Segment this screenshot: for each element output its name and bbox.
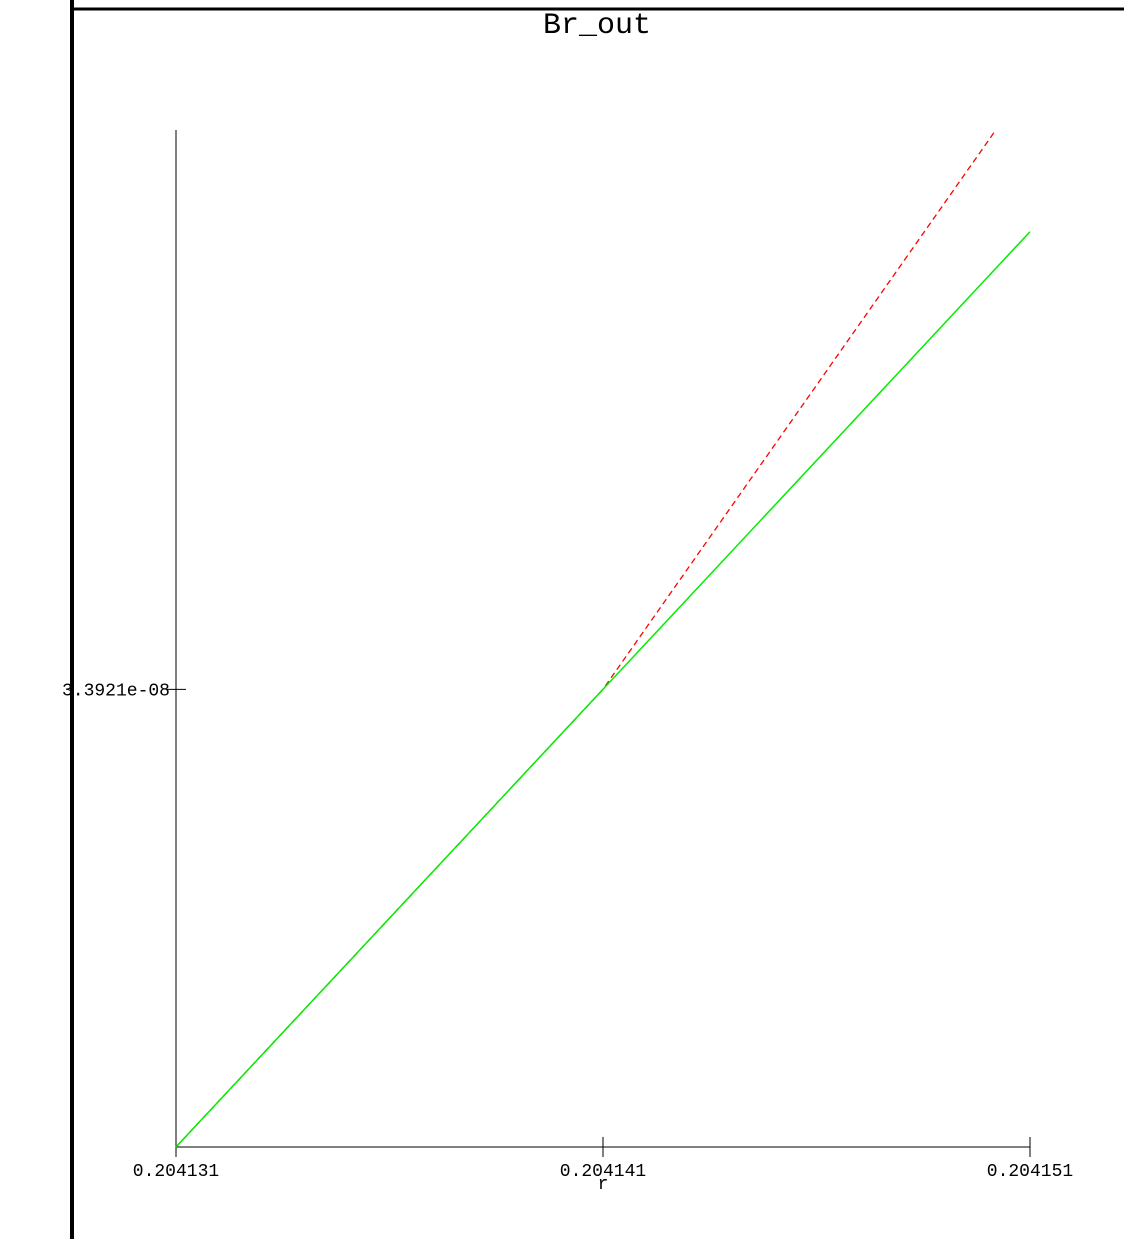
series-0-line <box>175 129 997 1148</box>
x-tick-label-1: 0.204141 <box>560 1162 646 1182</box>
x-tick-0: 0.204131 <box>133 1137 219 1182</box>
x-tick-label-0: 0.204131 <box>133 1162 219 1182</box>
series-1-line <box>175 231 1031 1148</box>
x-axis-label: r <box>598 1175 609 1195</box>
y-tick-label-0: 3.3921e-08 <box>62 681 170 701</box>
chart-title: Br_out <box>543 9 651 43</box>
x-tick-label-2: 0.204151 <box>987 1162 1073 1182</box>
x-tick-1: 0.204141 <box>560 1137 646 1182</box>
x-tick-2: 0.204151 <box>987 1137 1073 1182</box>
y-tick-0: 3.3921e-08 <box>62 681 186 701</box>
